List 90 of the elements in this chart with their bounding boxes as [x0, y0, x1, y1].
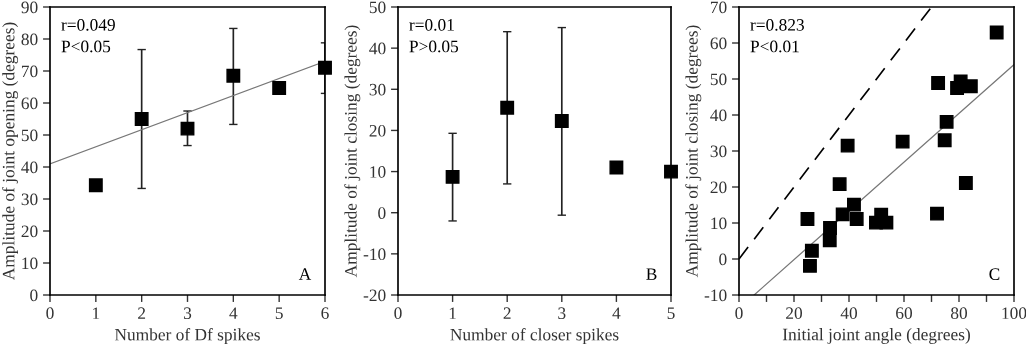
point	[226, 68, 241, 83]
x-tick-label: 2	[138, 307, 146, 319]
x-axis-title: Number of Df spikes	[114, 328, 260, 344]
x-tick-label: 0	[46, 307, 54, 320]
x-tick-label: 60	[896, 307, 913, 320]
y-tick-label: 40	[21, 161, 38, 174]
x-axis-title: Number of closer spikes	[450, 328, 619, 344]
point	[445, 169, 460, 184]
point	[895, 134, 910, 149]
x-tick-label: 0	[735, 307, 743, 320]
point	[931, 76, 946, 90]
y-tick-label: 10	[370, 166, 386, 178]
annotation: P<0.01	[750, 40, 799, 53]
point	[832, 177, 847, 192]
point	[318, 60, 332, 75]
y-axis-title: Amplitude of joint opening (degrees)	[2, 22, 19, 281]
y-tick-label: 30	[369, 83, 386, 96]
y-tick-label: 50	[369, 1, 386, 14]
x-tick-label: 5	[275, 307, 283, 320]
point	[134, 112, 149, 126]
annotation: P>0.05	[409, 40, 459, 53]
point	[963, 79, 978, 94]
annotation: r=0.01	[409, 19, 454, 31]
y-tick-label: 30	[710, 145, 727, 158]
y-tick-label: 0	[30, 289, 38, 302]
y-tick-label: 60	[710, 37, 727, 50]
y-tick-label: 30	[21, 193, 38, 206]
annotation: r=0.049	[61, 19, 115, 31]
y-tick-label: -10	[363, 248, 386, 261]
y-axis-title: Amplitude of joint closing (degrees)	[344, 25, 361, 278]
point	[272, 81, 287, 95]
x-tick-label: 1	[93, 307, 100, 319]
x-tick-label: 2	[503, 307, 511, 319]
y-tick-label: 60	[21, 97, 38, 110]
y-tick-label: 10	[711, 217, 727, 230]
point	[958, 176, 973, 190]
y-tick-label: 0	[378, 207, 386, 219]
point	[939, 114, 954, 129]
y-tick-label: 50	[21, 129, 38, 142]
point	[554, 114, 569, 128]
y-tick-label: -10	[704, 289, 727, 302]
y-tick-label: 20	[710, 181, 727, 194]
point	[88, 178, 103, 193]
point	[804, 243, 819, 258]
y-tick-label: 70	[21, 65, 38, 78]
annotation: r=0.823	[750, 19, 804, 31]
annotation: B	[646, 268, 657, 280]
point	[879, 215, 894, 230]
point	[849, 212, 864, 226]
x-tick-label: 0	[394, 307, 402, 320]
x-tick-label: 5	[667, 307, 675, 320]
x-tick-label: 100	[1002, 307, 1026, 320]
point	[937, 133, 952, 148]
x-tick-label: 1	[449, 307, 456, 319]
y-tick-label: 70	[710, 1, 727, 14]
x-tick-label: 6	[321, 307, 329, 320]
point	[822, 233, 837, 248]
annotation: A	[298, 268, 312, 280]
x-tick-label: 20	[786, 307, 803, 320]
y-tick-label: 20	[21, 225, 38, 238]
point	[180, 121, 195, 136]
point	[609, 160, 624, 175]
point	[803, 258, 817, 273]
annotation: P<0.05	[61, 40, 111, 53]
y-axis-title: Amplitude of joint closing (degrees)	[685, 25, 702, 278]
x-tick-label: 40	[840, 307, 858, 320]
point	[664, 164, 678, 179]
x-tick-label: 80	[950, 307, 968, 320]
x-tick-label: 3	[183, 307, 192, 320]
x-axis-title: Initial joint angle (degrees)	[782, 328, 970, 344]
point	[500, 100, 515, 115]
point	[989, 25, 1004, 40]
y-tick-label: 40	[369, 42, 386, 55]
point	[800, 212, 815, 226]
point	[840, 138, 855, 153]
x-tick-label: 4	[612, 307, 621, 319]
y-tick-label: 40	[710, 109, 727, 122]
annotation: C	[989, 268, 1000, 280]
x-tick-label: 3	[558, 307, 566, 320]
point	[930, 206, 944, 221]
y-tick-label: 0	[719, 253, 727, 266]
y-tick-label: 20	[369, 124, 386, 137]
y-tick-label: -20	[363, 289, 386, 302]
y-tick-label: 90	[21, 1, 38, 14]
point	[835, 207, 850, 222]
x-tick-label: 4	[229, 307, 238, 319]
point	[847, 197, 861, 212]
y-tick-label: 50	[710, 73, 727, 86]
y-tick-label: 10	[22, 257, 38, 270]
y-tick-label: 80	[21, 33, 38, 46]
